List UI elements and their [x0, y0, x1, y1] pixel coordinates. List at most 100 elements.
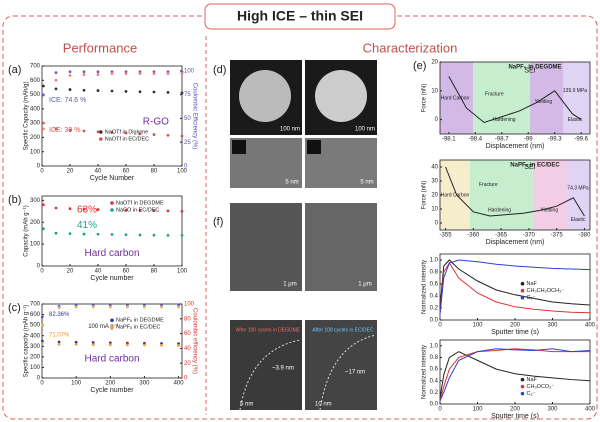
x-tick-label: 0	[40, 381, 44, 387]
particle	[315, 70, 367, 122]
annotation: SEI	[524, 164, 535, 171]
data-point	[42, 203, 45, 207]
image-note: After 100 cycles in DEGDME	[236, 327, 301, 333]
x-tick-label: -370	[523, 233, 536, 239]
y2-axis-label: Coulombic efficiency (%)	[191, 308, 197, 374]
x-tick-label: -99.6	[574, 137, 588, 143]
annotation: SEI	[524, 67, 535, 74]
data-point	[91, 341, 95, 344]
y-tick-label: 700	[30, 302, 41, 308]
x-axis-label: Sputter time (s)	[491, 329, 539, 336]
title-box	[204, 3, 396, 30]
scale-bar: 5 nm	[285, 180, 298, 186]
x-tick-label: 100	[472, 323, 483, 329]
y-axis-label: Force (nN)	[422, 84, 428, 113]
y2-tick-label: 20	[184, 361, 191, 367]
data-point	[96, 208, 100, 211]
data-point	[68, 88, 72, 91]
legend-swatch	[110, 325, 114, 330]
data-point	[40, 315, 44, 319]
region	[530, 62, 563, 134]
panel-label: (d)	[213, 64, 226, 76]
data-point	[96, 232, 100, 236]
x-tick-label: 100	[71, 381, 82, 387]
y-tick-label: 200	[30, 220, 41, 226]
subtitle: NaPF₆ in DEGDME	[508, 65, 561, 71]
data-point	[96, 73, 100, 76]
x-tick-label: -99.3	[548, 137, 562, 143]
scale-bar: 100 nm	[280, 127, 300, 133]
x-tick-label: 40	[95, 269, 102, 275]
y-tick-label: 10	[431, 207, 438, 213]
data-point	[160, 305, 163, 309]
y2-tick-label: 50	[184, 116, 191, 122]
y2-axis-label: Coulombic Efficiency (%)	[191, 83, 197, 150]
annotation: Hard Carbon	[441, 95, 470, 101]
legend-swatch	[520, 288, 525, 293]
data-point	[54, 87, 58, 91]
sei-boundary	[319, 334, 377, 411]
data-point	[152, 209, 156, 213]
data-point	[180, 134, 184, 138]
x-tick-label: 300	[547, 323, 558, 329]
annotation: 41%	[77, 220, 97, 231]
annotation: Elastic	[568, 117, 583, 123]
y-tick-label: 30	[431, 179, 438, 185]
annotation: ICE: 39 %	[49, 127, 81, 134]
data-point	[177, 305, 180, 309]
panel-label: (a)	[8, 64, 21, 76]
legend-label: CH₃CH₂OCH₃⁻	[527, 288, 565, 294]
data-point	[54, 78, 58, 82]
saed-inset	[232, 140, 246, 154]
sem-image	[230, 203, 302, 291]
annotation: Fracture	[485, 92, 504, 98]
legend-label: NaF	[527, 281, 538, 287]
x-tick-label: 0	[40, 269, 44, 275]
data-point	[91, 343, 95, 346]
x-tick-label: 100	[177, 169, 188, 175]
y-tick-label: 0.2	[430, 390, 439, 396]
scale-bar: 1 μm	[358, 282, 371, 288]
annotation: Hard carbon	[84, 248, 139, 259]
legend-label: NaCO in EC/DEC	[116, 207, 159, 213]
legend-label: NaOTf in Diglyme	[105, 129, 148, 135]
legend-swatch	[520, 295, 525, 300]
data-point	[68, 74, 72, 77]
data-point	[110, 233, 114, 236]
data-point	[40, 339, 44, 343]
x-tick-label: 0	[438, 407, 442, 413]
data-point	[138, 90, 142, 94]
data-point	[57, 306, 61, 310]
y2-tick-label: 100	[184, 302, 195, 308]
data-point	[68, 207, 72, 211]
data-point	[42, 93, 45, 97]
sei-boundary	[239, 339, 301, 411]
plot-frame	[439, 61, 591, 135]
x-tick-label: 400	[174, 381, 185, 387]
right-heading: Characterization	[363, 40, 458, 55]
annotation: 82.36%	[49, 312, 70, 318]
data-point	[54, 206, 58, 210]
legend-swatch	[99, 130, 103, 134]
y-tick-label: 500	[30, 92, 41, 98]
y-tick-label: 0	[37, 264, 41, 270]
legend-swatch	[110, 208, 114, 212]
x-tick-label: -380	[578, 233, 591, 239]
data-point	[125, 305, 129, 309]
y-tick-label: 20	[431, 60, 438, 66]
x-axis-label: Sputter time (s)	[491, 413, 539, 420]
data-point	[68, 70, 72, 74]
y-tick-label: 1.0	[430, 343, 439, 349]
hrtem-image	[305, 320, 377, 410]
data-point	[42, 121, 45, 125]
data-point	[57, 340, 61, 344]
x-tick-label: -355	[440, 233, 453, 239]
x-tick-label: 100	[177, 269, 188, 275]
legend-swatch	[520, 391, 525, 396]
data-point	[152, 72, 156, 76]
y-tick-label: 0	[37, 376, 41, 382]
x-tick-label: -98.7	[495, 137, 509, 143]
region	[470, 160, 533, 230]
scale-bar: 1 μm	[283, 282, 296, 288]
